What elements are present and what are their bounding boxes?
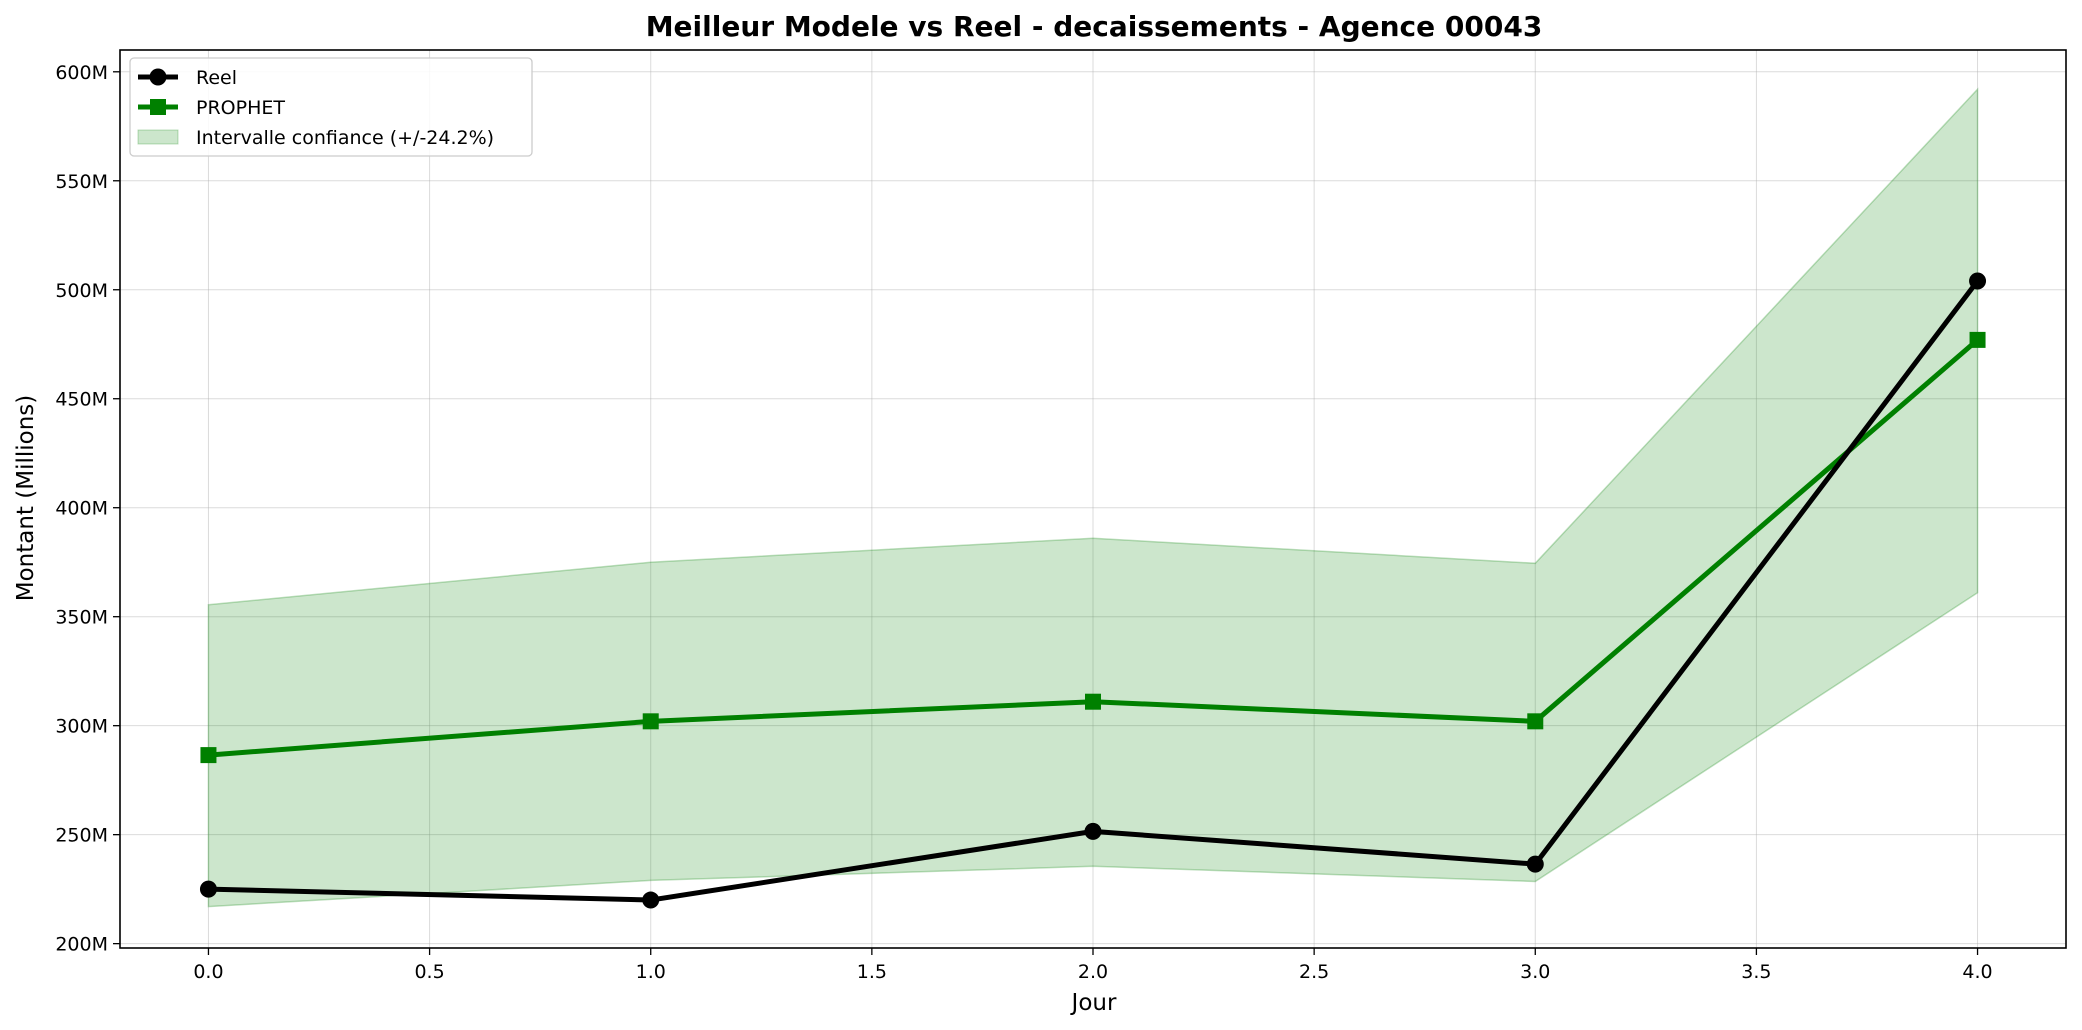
y-tick-label: 450M — [55, 389, 108, 411]
data-point-reel — [1969, 272, 1987, 290]
legend-label-prophet: PROPHET — [196, 97, 285, 119]
x-tick-label: 1.5 — [857, 961, 887, 983]
legend-swatch-band — [137, 129, 179, 145]
data-point-reel — [1084, 822, 1102, 840]
y-axis-label: Montant (Millions) — [13, 395, 39, 602]
x-tick-label: 0.5 — [414, 961, 444, 983]
data-point-prophet — [642, 713, 659, 730]
data-point-prophet — [200, 747, 217, 764]
series-layer — [199, 272, 1987, 909]
legend-marker-prophet — [150, 99, 166, 115]
data-point-prophet — [1527, 713, 1544, 730]
series-prophet — [200, 331, 1986, 764]
data-point-reel — [642, 891, 660, 909]
x-tick-label: 2.5 — [1299, 961, 1329, 983]
confidence-band-layer — [207, 87, 1979, 908]
y-tick-label: 300M — [55, 716, 108, 738]
grid-lines — [120, 50, 2066, 948]
legend-label-band: Intervalle confiance (+/-24.2%) — [196, 127, 494, 149]
axis-ticks: 0.0 0.5 1.0 1.5 2.0 2.5 3.0 3.5 4.0 200M 250M 300M 3… — [55, 62, 1992, 983]
y-tick-label: 550M — [55, 171, 108, 193]
x-tick-label: 3.5 — [1741, 961, 1771, 983]
confidence-band — [207, 87, 1979, 908]
y-tick-label: 400M — [55, 498, 108, 520]
y-tick-label: 500M — [55, 280, 108, 302]
legend-label-reel: Reel — [196, 67, 237, 89]
x-tick-label: 2.0 — [1078, 961, 1108, 983]
legend: Reel PROPHET Intervalle confiance (+/-24.2… — [129, 57, 533, 157]
x-tick-label: 0.0 — [193, 961, 223, 983]
data-point-reel — [1526, 855, 1544, 873]
legend-box — [129, 57, 533, 157]
x-tick-label: 4.0 — [1962, 961, 1992, 983]
y-tick-label: 350M — [55, 607, 108, 629]
x-tick-label: 1.0 — [636, 961, 666, 983]
data-point-reel — [199, 880, 217, 898]
y-tick-label: 200M — [55, 934, 108, 956]
y-tick-label: 600M — [55, 62, 108, 84]
legend-marker-reel — [149, 68, 167, 86]
data-point-prophet — [1969, 331, 1986, 348]
chart-title: Meilleur Modele vs Reel - decaissements … — [646, 10, 1543, 43]
data-point-prophet — [1085, 693, 1101, 710]
y-tick-label: 250M — [55, 825, 108, 847]
x-tick-label: 3.0 — [1520, 961, 1550, 983]
series-reel — [199, 272, 1987, 909]
x-axis-label: Jour — [1070, 990, 1117, 1016]
